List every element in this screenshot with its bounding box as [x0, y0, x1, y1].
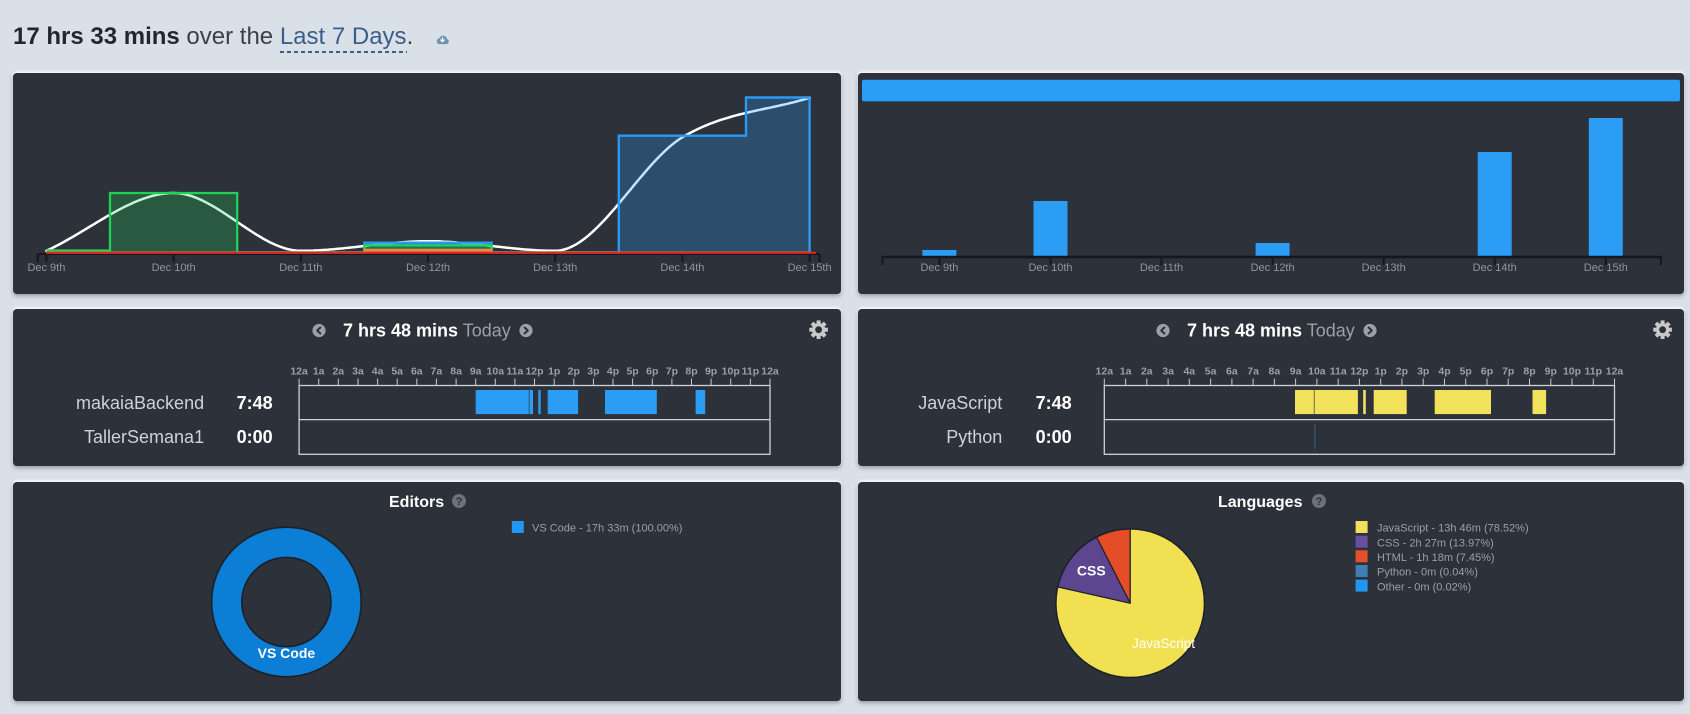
svg-text:9p: 9p — [705, 366, 717, 378]
svg-text:3p: 3p — [1417, 366, 1429, 378]
svg-text:HTML - 1h 18m (7.45%): HTML - 1h 18m (7.45%) — [1377, 552, 1495, 564]
svg-text:7a: 7a — [1247, 366, 1259, 378]
svg-text:Dec 14th: Dec 14th — [1473, 262, 1517, 274]
svg-text:7p: 7p — [666, 366, 678, 378]
svg-text:10a: 10a — [1308, 366, 1326, 378]
svg-text:2a: 2a — [332, 366, 344, 378]
svg-text:5p: 5p — [1460, 366, 1472, 378]
svg-text:4a: 4a — [372, 366, 384, 378]
svg-text:Dec 13th: Dec 13th — [1362, 262, 1406, 274]
svg-text:8p: 8p — [1523, 366, 1535, 378]
svg-text:8a: 8a — [1269, 366, 1281, 378]
svg-text:3a: 3a — [352, 366, 364, 378]
svg-text:12p: 12p — [525, 366, 543, 378]
svg-text:6a: 6a — [1226, 366, 1238, 378]
svg-text:1p: 1p — [548, 366, 560, 378]
svg-text:?: ? — [456, 496, 463, 508]
svg-text:CSS: CSS — [1077, 563, 1106, 579]
svg-text:?: ? — [1316, 496, 1323, 508]
svg-text:Dec 14th: Dec 14th — [660, 262, 704, 274]
svg-text:1a: 1a — [313, 366, 325, 378]
svg-text:1a: 1a — [1120, 366, 1132, 378]
svg-text:10a: 10a — [487, 366, 505, 378]
svg-text:4p: 4p — [607, 366, 619, 378]
svg-text:12a: 12a — [1096, 366, 1114, 378]
svg-text:1p: 1p — [1375, 366, 1387, 378]
svg-text:4p: 4p — [1438, 366, 1450, 378]
svg-text:Dec 13th: Dec 13th — [533, 262, 577, 274]
svg-text:11a: 11a — [1330, 366, 1347, 378]
svg-text:12a: 12a — [1606, 366, 1624, 378]
svg-text:VS Code - 17h 33m (100.00%): VS Code - 17h 33m (100.00%) — [532, 523, 682, 535]
svg-text:6p: 6p — [646, 366, 658, 378]
svg-text:12a: 12a — [290, 366, 308, 378]
svg-text:5a: 5a — [1205, 366, 1217, 378]
svg-text:12a: 12a — [761, 366, 779, 378]
svg-text:2a: 2a — [1141, 366, 1153, 378]
svg-text:JavaScript: JavaScript — [1132, 636, 1195, 651]
svg-text:Dec 12th: Dec 12th — [406, 262, 450, 274]
svg-text:9a: 9a — [470, 366, 482, 378]
svg-text:2p: 2p — [568, 366, 580, 378]
svg-text:7p: 7p — [1502, 366, 1514, 378]
svg-text:3a: 3a — [1162, 366, 1174, 378]
svg-text:8a: 8a — [450, 366, 462, 378]
svg-text:JavaScript: JavaScript — [918, 393, 1002, 413]
svg-text:6p: 6p — [1481, 366, 1493, 378]
svg-text:Dec 15th: Dec 15th — [1584, 262, 1628, 274]
svg-text:Dec 11th: Dec 11th — [279, 262, 322, 274]
svg-text:8p: 8p — [685, 366, 697, 378]
svg-text:6a: 6a — [411, 366, 423, 378]
svg-text:Dec 9th: Dec 9th — [27, 262, 65, 274]
svg-text:JavaScript - 13h 46m (78.52%): JavaScript - 13h 46m (78.52%) — [1377, 523, 1529, 535]
svg-text:7 hrs 48 mins Today: 7 hrs 48 mins Today — [343, 321, 511, 341]
svg-text:Python: Python — [946, 427, 1002, 447]
svg-text:0:00: 0:00 — [1036, 427, 1072, 447]
svg-text:VS Code: VS Code — [258, 645, 316, 661]
svg-text:7 hrs 48 mins Today: 7 hrs 48 mins Today — [1187, 321, 1355, 341]
svg-text:12p: 12p — [1350, 366, 1368, 378]
svg-text:Dec 9th: Dec 9th — [920, 262, 958, 274]
svg-text:5a: 5a — [391, 366, 403, 378]
svg-text:11p: 11p — [742, 366, 760, 378]
svg-text:10p: 10p — [722, 366, 740, 378]
svg-text:7:48: 7:48 — [237, 393, 273, 413]
svg-text:9a: 9a — [1290, 366, 1302, 378]
svg-text:makaiaBackend: makaiaBackend — [76, 393, 204, 413]
svg-text:7a: 7a — [431, 366, 443, 378]
svg-text:Dec 15th: Dec 15th — [788, 262, 832, 274]
svg-text:Other - 0m (0.02%): Other - 0m (0.02%) — [1377, 581, 1471, 593]
svg-text:Dec 10th: Dec 10th — [152, 262, 196, 274]
svg-text:TallerSemana1: TallerSemana1 — [84, 427, 204, 447]
svg-text:Python - 0m (0.04%): Python - 0m (0.04%) — [1377, 567, 1478, 579]
svg-text:9p: 9p — [1545, 366, 1557, 378]
svg-text:3p: 3p — [587, 366, 599, 378]
svg-text:4a: 4a — [1183, 366, 1195, 378]
svg-text:Dec 11th: Dec 11th — [1140, 262, 1183, 274]
svg-text:10p: 10p — [1563, 366, 1581, 378]
svg-text:CSS - 2h 27m (13.97%): CSS - 2h 27m (13.97%) — [1377, 537, 1494, 549]
svg-text:0:00: 0:00 — [237, 427, 273, 447]
svg-text:Dec 12th: Dec 12th — [1251, 262, 1295, 274]
svg-text:Dec 10th: Dec 10th — [1028, 262, 1072, 274]
svg-text:5p: 5p — [626, 366, 638, 378]
svg-text:11a: 11a — [506, 366, 523, 378]
svg-text:11p: 11p — [1585, 366, 1603, 378]
svg-text:7:48: 7:48 — [1036, 393, 1072, 413]
svg-text:2p: 2p — [1396, 366, 1408, 378]
